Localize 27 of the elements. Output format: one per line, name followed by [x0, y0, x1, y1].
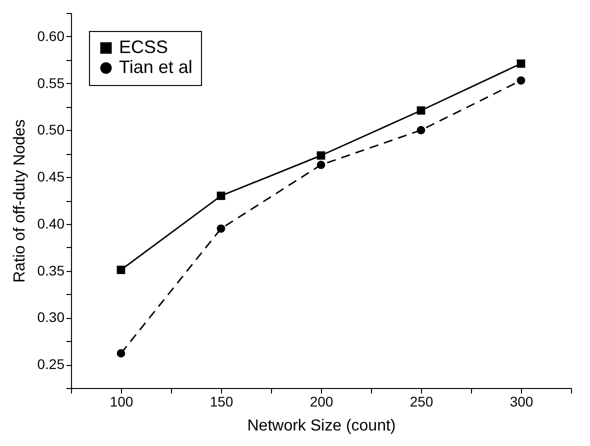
y-tick-label: 0.45: [37, 168, 65, 185]
point: [216, 192, 226, 200]
point: [116, 349, 126, 358]
x-tick-label: 100: [110, 394, 134, 410]
point: [516, 76, 526, 85]
point: [216, 224, 226, 233]
point: [416, 106, 426, 115]
x-tick-label: 200: [310, 394, 334, 410]
x-tick-label: 250: [410, 394, 434, 410]
y-axis-title: Ratio of off-duty Nodes: [11, 119, 28, 283]
x-axis-title: Network Size (count): [247, 418, 396, 434]
point: [116, 266, 126, 274]
x-tick-label: 300: [510, 394, 534, 410]
y-tick-label: 0.60: [37, 28, 65, 44]
point: [316, 151, 326, 160]
point: [516, 59, 526, 68]
legend-label: ECSS: [119, 37, 168, 57]
point: [416, 126, 426, 134]
y-tick-label: 0.30: [37, 309, 65, 326]
y-tick-label: 0.55: [37, 74, 65, 91]
y-tick-label: 0.35: [37, 262, 65, 278]
x-tick-label: 150: [210, 394, 234, 410]
y-tick-label: 0.25: [37, 356, 65, 372]
y-tick-label: 0.40: [37, 215, 65, 232]
point: [316, 160, 326, 170]
y-tick-label: 0.50: [37, 122, 65, 138]
legend-label: Tian et al: [119, 57, 192, 77]
